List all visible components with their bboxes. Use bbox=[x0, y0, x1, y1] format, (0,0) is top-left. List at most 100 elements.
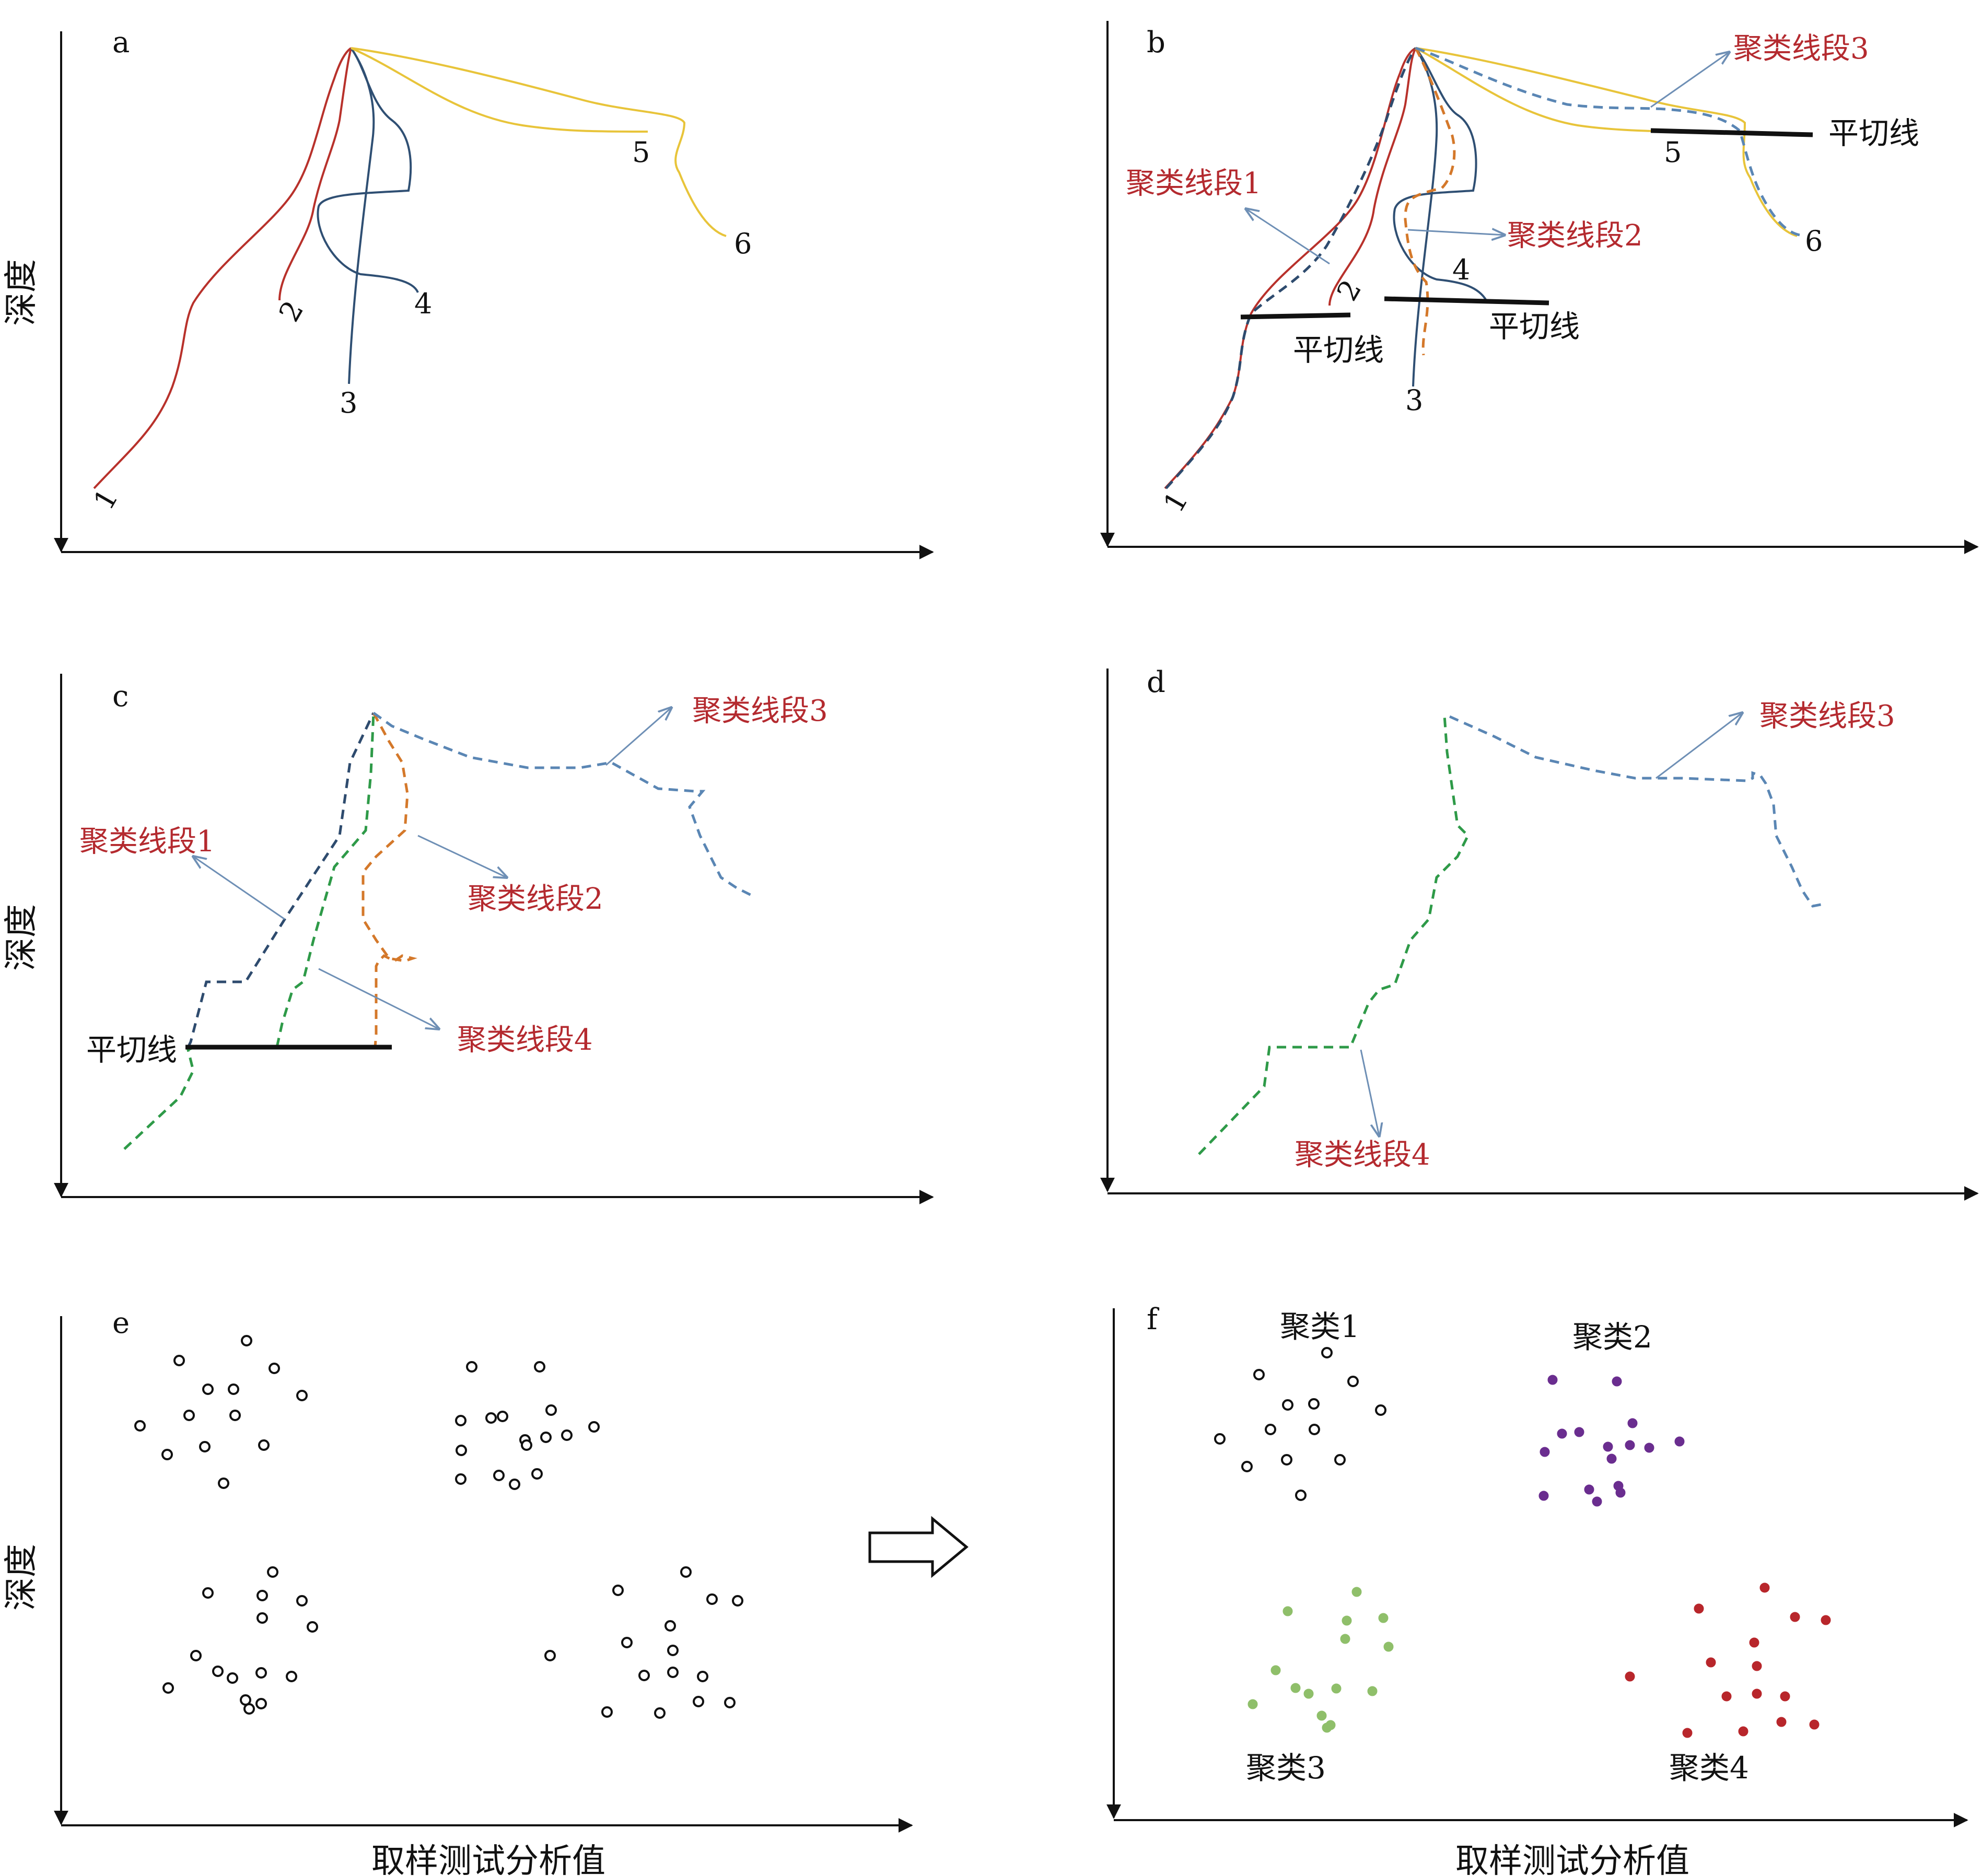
cluster-4-point bbox=[1790, 1612, 1800, 1622]
cluster-4-point bbox=[1809, 1719, 1820, 1730]
panel-b-segment-label-2: 聚类线段2 bbox=[1507, 219, 1643, 253]
panel-a-line-2 bbox=[278, 48, 352, 301]
cluster-1-point bbox=[1309, 1424, 1320, 1435]
cluster-4-point bbox=[1738, 1726, 1748, 1737]
panel-f-x-axis-label: 取样测试分析值 bbox=[1455, 1842, 1689, 1876]
panel-c-pointer-arrow-1 bbox=[193, 857, 285, 920]
hollow-point bbox=[243, 1703, 255, 1715]
panel-a: a 深度 1 2 3 4 5 6 bbox=[2, 26, 934, 559]
panel-b-line-2 bbox=[1328, 48, 1417, 306]
panel-f: f 取样测试分析值 聚类1 聚类2 聚类3 聚类4 bbox=[1106, 1303, 1968, 1876]
hollow-point bbox=[202, 1383, 214, 1395]
panel-b-pointer-arrow-3 bbox=[1650, 52, 1729, 108]
hollow-point bbox=[561, 1429, 573, 1441]
panel-c-dashed-segment-2 bbox=[362, 712, 417, 1048]
hollow-point bbox=[601, 1706, 613, 1718]
cluster-1-point bbox=[1282, 1399, 1293, 1411]
cluster-3-point bbox=[1378, 1613, 1389, 1623]
panel-b: b 1 2 3 4 5 6 平切线 平切线 平切线 聚类线段1 聚类线段2 聚类… bbox=[1100, 21, 1979, 554]
cluster-2-point bbox=[1592, 1496, 1602, 1507]
hollow-point bbox=[521, 1439, 532, 1451]
panel-f-cluster-label-1: 聚类1 bbox=[1280, 1309, 1360, 1344]
cluster-4-point bbox=[1759, 1582, 1770, 1593]
cluster-3-point bbox=[1283, 1606, 1293, 1616]
hollow-point bbox=[227, 1672, 238, 1684]
cluster-2-point bbox=[1538, 1491, 1549, 1501]
panel-b-line-6 bbox=[1415, 47, 1798, 237]
panel-c-pointer-arrow-4 bbox=[318, 968, 439, 1029]
panel-d-segment-label-3: 聚类线段3 bbox=[1759, 699, 1895, 733]
panel-a-line-4 bbox=[317, 47, 419, 293]
panel-a-line-1 bbox=[93, 47, 352, 489]
panel-d-label: d bbox=[1147, 665, 1165, 699]
cluster-2-point bbox=[1584, 1484, 1594, 1495]
panel-e: e 深度 取样测试分析值 bbox=[2, 1306, 913, 1876]
hollow-point bbox=[509, 1479, 520, 1490]
panel-a-line-label-3: 3 bbox=[340, 386, 357, 419]
panel-a-line-5 bbox=[351, 47, 648, 133]
cluster-3-point bbox=[1351, 1587, 1362, 1597]
panel-b-line-label-3: 3 bbox=[1405, 384, 1423, 417]
cluster-4-point bbox=[1682, 1728, 1693, 1738]
cluster-2-point bbox=[1606, 1453, 1617, 1464]
panel-c-y-axis-label: 深度 bbox=[2, 904, 41, 971]
cluster-1-point bbox=[1281, 1454, 1292, 1465]
panel-c-pointer-arrow-2 bbox=[417, 835, 507, 877]
panel-b-line-label-6: 6 bbox=[1805, 225, 1823, 257]
hollow-point bbox=[680, 1566, 692, 1578]
panel-a-line-6 bbox=[351, 47, 727, 237]
hollow-point bbox=[269, 1363, 280, 1374]
cluster-3-point bbox=[1316, 1710, 1327, 1721]
panel-d-dashed-segment-4 bbox=[1198, 715, 1470, 1155]
cluster-1-point bbox=[1265, 1424, 1276, 1435]
cluster-4-point bbox=[1776, 1717, 1787, 1727]
hollow-point bbox=[296, 1595, 308, 1607]
hollow-point bbox=[162, 1682, 174, 1694]
cluster-3-point bbox=[1383, 1642, 1394, 1652]
hollow-point bbox=[654, 1707, 666, 1719]
cluster-2-point bbox=[1644, 1443, 1654, 1453]
panel-e-points bbox=[134, 1335, 743, 1719]
cluster-3-point bbox=[1270, 1665, 1281, 1675]
panel-d-pointer-arrow-3 bbox=[1655, 713, 1742, 779]
hollow-point bbox=[697, 1671, 708, 1682]
panel-b-cut-label-middle: 平切线 bbox=[1489, 309, 1580, 344]
panel-b-line-label-4: 4 bbox=[1452, 253, 1470, 286]
hollow-right-arrow-icon bbox=[868, 1516, 969, 1578]
hollow-point bbox=[257, 1590, 268, 1601]
cluster-3-point bbox=[1303, 1689, 1314, 1699]
panel-b-line-label-5: 5 bbox=[1664, 136, 1682, 169]
cluster-2-point bbox=[1612, 1376, 1622, 1387]
hollow-point bbox=[173, 1355, 185, 1366]
panel-b-segment-label-3: 聚类线段3 bbox=[1733, 32, 1869, 66]
cluster-1-point bbox=[1334, 1454, 1346, 1465]
cluster-3-point bbox=[1322, 1722, 1332, 1733]
panel-b-cut-line-right bbox=[1650, 128, 1813, 137]
cluster-4-point bbox=[1780, 1691, 1790, 1702]
panel-b-segment-label-1: 聚类线段1 bbox=[1126, 167, 1262, 201]
cluster-1-point bbox=[1375, 1404, 1386, 1416]
cluster-4-point bbox=[1706, 1657, 1716, 1668]
cluster-4-point bbox=[1749, 1637, 1759, 1648]
cluster-4-point bbox=[1625, 1671, 1635, 1682]
cluster-4-point bbox=[1821, 1615, 1831, 1625]
hollow-point bbox=[255, 1667, 267, 1679]
cluster-1-point bbox=[1214, 1433, 1226, 1445]
panel-b-line-3 bbox=[1412, 47, 1438, 387]
cluster-1-point bbox=[1253, 1369, 1265, 1380]
hollow-point bbox=[267, 1566, 278, 1578]
panel-b-cut-label-right: 平切线 bbox=[1828, 115, 1919, 151]
hollow-point bbox=[257, 1612, 268, 1624]
hollow-point bbox=[255, 1698, 267, 1709]
panel-b-label: b bbox=[1147, 26, 1165, 60]
hollow-point bbox=[534, 1361, 545, 1373]
hollow-point bbox=[456, 1445, 467, 1456]
cluster-1-point bbox=[1347, 1376, 1359, 1387]
panel-b-dashed-segment-2 bbox=[1404, 47, 1456, 356]
panel-c-label: c bbox=[112, 679, 129, 713]
panel-b-line-5 bbox=[1415, 47, 1714, 133]
cluster-2-point bbox=[1557, 1428, 1567, 1439]
hollow-point bbox=[241, 1335, 252, 1346]
cluster-2-point bbox=[1625, 1440, 1635, 1450]
hollow-point bbox=[545, 1404, 557, 1416]
